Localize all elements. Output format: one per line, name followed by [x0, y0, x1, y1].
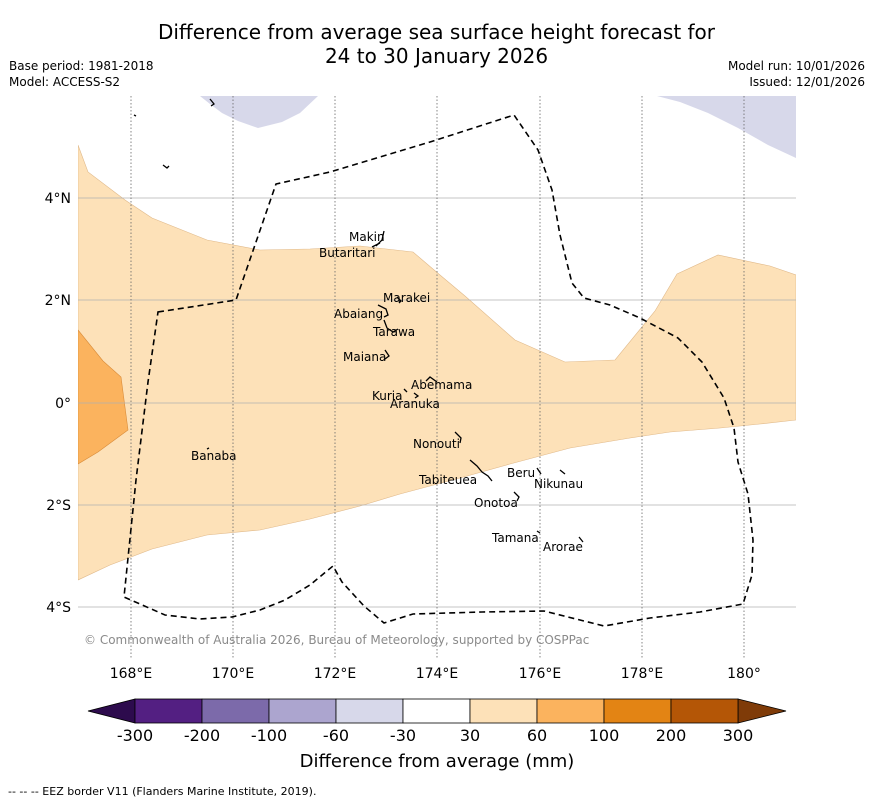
island-aranuka — [413, 392, 420, 399]
lon-tick-label: 170°E — [212, 666, 255, 682]
colorbar-segment — [536, 698, 605, 724]
meta-left: Base period: 1981-2018 Model: ACCESS-S2 — [9, 58, 154, 90]
colorbar-tick-labels: -300 -200 -100 -60 -30 30 60 100 200 300 — [117, 726, 753, 745]
copyright-notice: © Commonwealth of Australia 2026, Bureau… — [84, 633, 589, 647]
model-name: Model: ACCESS-S2 — [9, 75, 121, 89]
negative-anomaly-region-northeast — [657, 96, 796, 158]
title-line-2: 24 to 30 January 2026 — [324, 44, 549, 68]
lon-tick-label: 174°E — [416, 666, 459, 682]
place-label: Abaiang — [334, 307, 383, 321]
lon-tick-label: 172°E — [314, 666, 357, 682]
lat-tick-label: 4°N — [45, 191, 71, 207]
colorbar-tick-label: -300 — [117, 726, 153, 745]
place-label: Tarawa — [372, 325, 415, 339]
island-tarawa — [383, 319, 399, 333]
island-north-1 — [133, 114, 137, 117]
colorbar-segment — [469, 698, 538, 724]
island-abemama — [425, 376, 438, 383]
colorbar-tick-label: -200 — [184, 726, 220, 745]
place-label: Nikunau — [534, 477, 583, 491]
island-kuria — [403, 388, 408, 393]
higher-anomaly-patch — [78, 329, 129, 465]
place-label: Maiana — [343, 350, 386, 364]
issued-date: Issued: 12/01/2026 — [749, 75, 865, 89]
base-period: Base period: 1981-2018 — [9, 59, 154, 73]
place-label: Tabiteuea — [418, 473, 477, 487]
island-beru — [536, 467, 542, 475]
meta-right: Model run: 10/01/2026 Issued: 12/01/2026 — [728, 58, 865, 90]
model-run: Model run: 10/01/2026 — [727, 59, 865, 73]
lon-axis: 168°E 170°E 172°E 174°E 176°E 178°E 180° — [110, 666, 761, 682]
island-tabiteuea — [469, 459, 493, 482]
lon-tick-label: 168°E — [110, 666, 153, 682]
colorbar-segment — [268, 698, 337, 724]
island-tamana — [536, 530, 541, 534]
colorbar-segment — [335, 698, 404, 724]
lat-tick-label: 4°S — [46, 600, 71, 616]
title-line-1: Difference from average sea surface heig… — [157, 20, 716, 44]
map-area: Makin Butaritari Marakei Abaiang Tarawa … — [78, 96, 796, 659]
lon-tick-label: 176°E — [519, 666, 562, 682]
colorbar-tick-label: 200 — [656, 726, 687, 745]
lat-tick-label: 2°N — [45, 293, 71, 309]
colorbar-tick-label: 300 — [723, 726, 754, 745]
lat-tick-label: 2°S — [46, 498, 71, 514]
colorbar-label: Difference from average (mm) — [300, 751, 575, 772]
colorbar-segment — [603, 698, 672, 724]
island-butaritari — [371, 242, 381, 248]
place-label: Onotoa — [474, 496, 518, 510]
place-label: Marakei — [383, 291, 430, 305]
colorbar-tick-label: 60 — [527, 726, 547, 745]
colorbar-segment — [670, 698, 739, 724]
place-label: Kuria — [372, 389, 403, 403]
colorbar-segment — [134, 698, 203, 724]
island-nikunau — [559, 469, 566, 475]
place-label: Tamana — [491, 531, 539, 545]
colorbar-segments — [134, 698, 739, 724]
island-north-2 — [162, 164, 170, 169]
island-onotoa — [513, 491, 520, 502]
place-label: Makin — [349, 230, 385, 244]
place-label: Banaba — [191, 449, 237, 463]
lon-tick-label: 180° — [727, 666, 761, 682]
colorbar-tick-label: -30 — [390, 726, 416, 745]
island-marakei — [396, 296, 402, 304]
colorbar: -300 -200 -100 -60 -30 30 60 100 200 300 Differen… — [87, 698, 787, 772]
place-label: Nonouti — [413, 437, 460, 451]
place-label: Aranuka — [390, 397, 440, 411]
negative-anomaly-region-north — [200, 96, 318, 128]
place-labels: Makin Butaritari Marakei Abaiang Tarawa … — [191, 230, 583, 554]
colorbar-segment — [402, 698, 471, 724]
chart-title: Difference from average sea surface heig… — [0, 20, 873, 68]
place-label: Abemama — [411, 378, 472, 392]
island-nonouti — [454, 431, 462, 444]
colorbar-tick-label: 30 — [460, 726, 480, 745]
colorbar-tick-label: -60 — [323, 726, 349, 745]
lat-tick-label: 0° — [55, 396, 71, 412]
eez-footnote: -- -- -- EEZ border V11 (Flanders Marine… — [8, 785, 317, 798]
colorbar-overflow-triangle — [737, 698, 787, 724]
island-maiana — [384, 349, 390, 360]
colorbar-segment — [201, 698, 270, 724]
colorbar-tick-label: 100 — [589, 726, 620, 745]
lat-axis: 4°N 2°N 0° 2°S 4°S — [45, 191, 72, 616]
eez-border — [123, 114, 754, 627]
place-label: Beru — [507, 466, 535, 480]
lon-tick-label: 178°E — [621, 666, 664, 682]
island-arorae — [578, 536, 584, 543]
colorbar-underflow-triangle — [87, 698, 136, 724]
island-banaba — [206, 447, 210, 450]
island-outlines — [133, 98, 584, 543]
place-label: Butaritari — [319, 246, 376, 260]
island-abaiang — [377, 304, 389, 318]
colorbar-tick-label: -100 — [251, 726, 287, 745]
lon-gridlines — [130, 96, 745, 659]
island-north-3 — [209, 98, 215, 107]
place-label: Arorae — [543, 540, 583, 554]
